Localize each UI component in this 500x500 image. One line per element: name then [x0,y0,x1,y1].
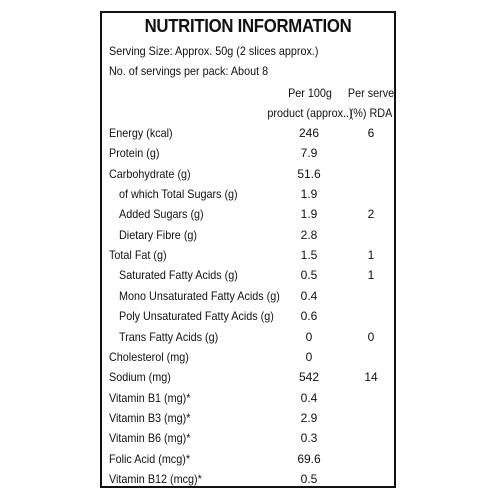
per100-header-line2: product (approx..) [267,106,353,120]
panel-title: NUTRITION INFORMATION [144,16,352,36]
nutrient-label: Dietary Fibre (g) [119,227,198,242]
per100-value: 0.5 [300,268,318,283]
nutrient-label: Energy (kcal) [109,126,173,140]
nutrient-label: Trans Fatty Acids (g) [119,329,219,344]
per100-value: 1.9 [300,207,318,222]
nutrient-label: Vitamin B6 (mg)* [109,431,191,446]
rda-value: 14 [364,370,378,385]
nutrient-label: Vitamin B1 (mg)* [109,390,191,405]
per100-header-line1: Per 100g [288,86,332,100]
rda-header-line2: (%) RDA [349,106,393,120]
nutrient-label: Vitamin B3 (mg)* [109,410,191,425]
rda-value: 1 [367,268,375,283]
table-row: of which Total Sugars (g) 1.9 [102,184,394,204]
serving-size: Serving Size: Approx. 50g (2 slices appr… [109,44,319,58]
nutrition-panel: NUTRITION INFORMATION Serving Size: Appr… [100,11,396,488]
table-row: Saturated Fatty Acids (g) 0.5 1 [102,265,394,285]
per100-value: 2.8 [300,227,318,242]
per100-value: 0.4 [300,390,318,405]
table-row: Added Sugars (g) 1.9 2 [102,204,394,224]
table-row: Carbohydrate (g) 51.6 [102,164,394,184]
nutrient-label: Vitamin B12 (mcg)* [109,471,202,486]
table-row: Vitamin B6 (mg)* 0.3 [102,428,394,448]
per100-value: 542 [298,370,320,385]
rda-header-line1: Per serve [347,86,395,100]
nutrient-label: Added Sugars (g) [119,207,204,222]
nutrient-label: Cholesterol (mg) [109,349,189,364]
per100-value: 0.4 [300,288,318,303]
table-row: Folic Acid (mcg)* 69.6 [102,449,394,469]
servings-per-pack: No. of servings per pack: About 8 [109,64,269,78]
table-row: Protein (g) 7.9 [102,143,394,163]
per100-value: 1.9 [300,187,318,202]
table-row: Vitamin B12 (mcg)* 0.5 [102,469,394,489]
table-row: Sodium (mg) 542 14 [102,367,394,387]
per100-value: 2.9 [300,410,318,425]
per100-value: 0.6 [300,309,318,324]
per100-value: 1.5 [300,248,318,263]
per100-value: 246 [298,126,320,140]
table-row: Poly Unsaturated Fatty Acids (g) 0.6 [102,306,394,326]
table-row: Trans Fatty Acids (g) 0 0 [102,327,394,347]
per100-value: 69.6 [297,451,321,466]
rda-value: 0 [367,329,375,344]
table-row: Vitamin B3 (mg)* 2.9 [102,408,394,428]
nutrient-label: Total Fat (g) [109,248,167,263]
nutrient-label: of which Total Sugars (g) [119,187,238,202]
per100-value: 7.9 [300,146,318,161]
nutrient-label: Protein (g) [109,146,160,161]
nutrient-label: Mono Unsaturated Fatty Acids (g) [119,288,280,303]
per100-value: 0.3 [300,431,318,446]
per100-value: 0.5 [300,471,318,486]
nutrient-label: Carbohydrate (g) [109,166,191,181]
table-row: Mono Unsaturated Fatty Acids (g) 0.4 [102,286,394,306]
nutrient-label: Folic Acid (mcg)* [109,451,191,466]
per100-value: 0 [305,349,313,364]
table-row: Energy (kcal) 246 6 [102,123,394,143]
rda-value: 1 [367,248,375,263]
rda-value: 2 [367,207,375,222]
rda-value: 6 [367,126,375,140]
per100-value: 0 [305,329,313,344]
table-row: Total Fat (g) 1.5 1 [102,245,394,265]
table-row: Vitamin B1 (mg)* 0.4 [102,388,394,408]
nutrient-label: Saturated Fatty Acids (g) [119,268,238,283]
table-row: Cholesterol (mg) 0 [102,347,394,367]
nutrient-label: Sodium (mg) [109,370,171,385]
table-row: Dietary Fibre (g) 2.8 [102,225,394,245]
per100-value: 51.6 [297,166,321,181]
nutrient-label: Poly Unsaturated Fatty Acids (g) [119,309,274,324]
